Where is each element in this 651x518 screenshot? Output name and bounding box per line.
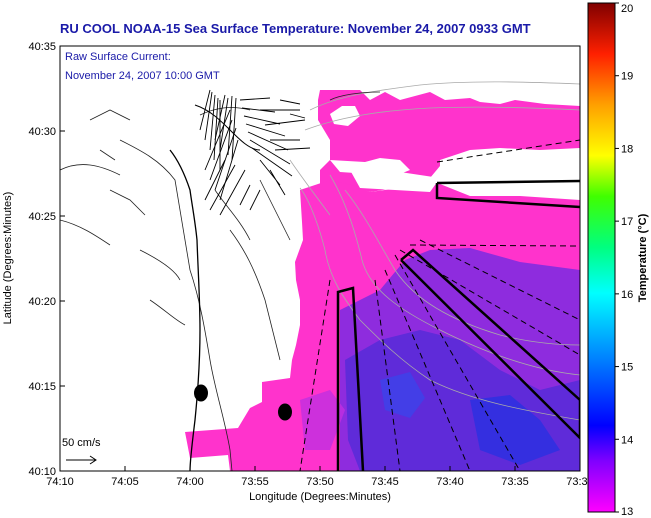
scale-arrow [66, 455, 97, 465]
surface-current-vectors [199, 89, 311, 216]
x-axis: 74:10 74:05 74:00 73:55 73:50 73:45 73:40 73:35… [46, 466, 594, 488]
colorbar-tick-label: 16 [621, 289, 633, 301]
x-tick-label: 74:00 [176, 476, 204, 488]
x-tick-label: 73:45 [371, 476, 399, 488]
scale-label: 50 cm/s [62, 437, 101, 449]
station-marker [278, 403, 292, 421]
colorbar-tick-label: 17 [621, 216, 633, 228]
x-axis-label: Longitude (Degrees:Minutes) [249, 491, 391, 503]
survey-transects [299, 139, 580, 471]
x-tick-label: 73:40 [436, 476, 464, 488]
colorbar [587, 2, 616, 513]
cloud-patches [330, 106, 580, 192]
colorbar-label: Temperature (°C) [637, 213, 649, 302]
map-area: Raw Surface Current: November 24, 2007 1… [60, 46, 580, 471]
x-tick-label: 74:10 [46, 476, 74, 488]
y-tick-label: 40:30 [28, 126, 56, 138]
colorbar-tick-label: 18 [621, 143, 633, 155]
y-tick-label: 40:20 [28, 296, 56, 308]
current-label-line2: November 24, 2007 10:00 GMT [65, 70, 220, 82]
sampling-boxes [336, 179, 580, 471]
y-tick-label: 40:10 [28, 466, 56, 478]
current-label-line1: Raw Surface Current: [65, 51, 171, 63]
coastline [169, 149, 201, 471]
y-axis: 40:10 40:15 40:20 40:25 40:30 40:35 [28, 41, 65, 478]
x-tick-label: 73:55 [241, 476, 269, 488]
land-contours [60, 91, 381, 471]
colorbar-tick-label: 19 [621, 71, 633, 83]
station-marker [194, 384, 208, 402]
x-tick-label: 73:30 [566, 476, 594, 488]
y-tick-label: 40:35 [28, 41, 56, 53]
colorbar-ticks: 13 14 15 16 17 18 19 20 [615, 2, 633, 518]
colorbar-tick-label: 14 [621, 434, 633, 446]
y-tick-label: 40:15 [28, 381, 56, 393]
map-title: RU COOL NOAA-15 Sea Surface Temperature:… [60, 21, 531, 36]
x-tick-label: 73:35 [501, 476, 529, 488]
y-axis-label: Latitude (Degrees:Minutes) [2, 192, 14, 325]
x-tick-label: 74:05 [111, 476, 139, 488]
y-tick-label: 40:25 [28, 211, 56, 223]
colorbar-tick-label: 15 [621, 362, 633, 374]
x-tick-label: 73:50 [306, 476, 334, 488]
sst-field-cool [300, 248, 580, 471]
colorbar-tick-label: 20 [621, 3, 633, 15]
colorbar-tick-label: 13 [621, 506, 633, 518]
